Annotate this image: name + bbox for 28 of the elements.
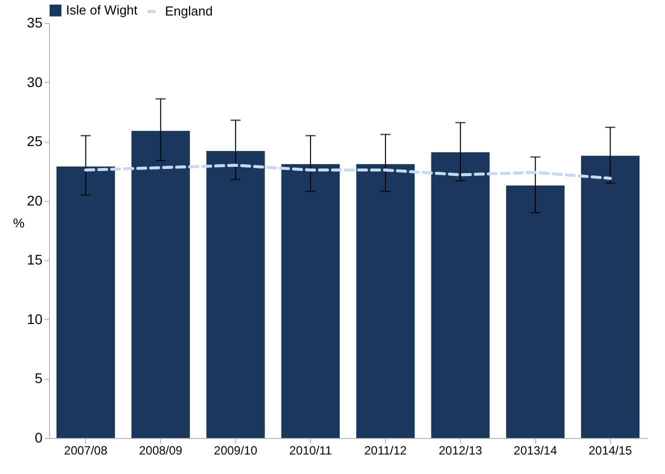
x-tick-label: 2007/08 [64,444,108,458]
line-series [84,164,612,180]
x-tick-label: 2009/10 [214,444,258,458]
legend-label: England [165,4,213,18]
y-tick-label: 5 [34,370,43,386]
bar [281,164,340,438]
x-tick-label: 2012/13 [438,444,482,458]
bar [581,156,640,438]
y-tick-label: 25 [26,133,43,150]
bar [56,166,115,438]
y-tick-label: 15 [26,252,43,268]
x-tick-label: 2014/15 [588,444,632,458]
bar [431,152,490,438]
legend-label: Isle of Wight [66,2,138,18]
x-tick-label: 2013/14 [514,444,558,458]
y-axis-title: % [12,216,25,230]
y-tick-label: 35 [26,14,43,30]
y-tick-label: 0 [34,430,43,446]
bar [506,185,565,438]
y-tick-label: 20 [26,192,43,208]
y-tick-label: 30 [26,74,43,90]
x-tick-label: 2008/09 [138,444,183,458]
bar [206,151,265,438]
x-tick-label: 2011/12 [364,444,408,458]
x-tick-label: 2010/11 [289,444,332,458]
bar [356,164,415,438]
bar [131,130,190,438]
y-tick-label: 10 [26,310,43,327]
